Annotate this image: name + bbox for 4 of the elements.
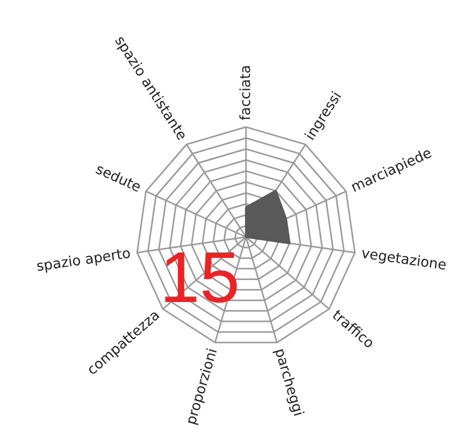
text: 15 [160,238,240,318]
spoke-label: vegetazione [360,246,448,274]
spoke-label: spazio aperto [36,246,132,276]
spoke-label: facciata [238,64,254,120]
